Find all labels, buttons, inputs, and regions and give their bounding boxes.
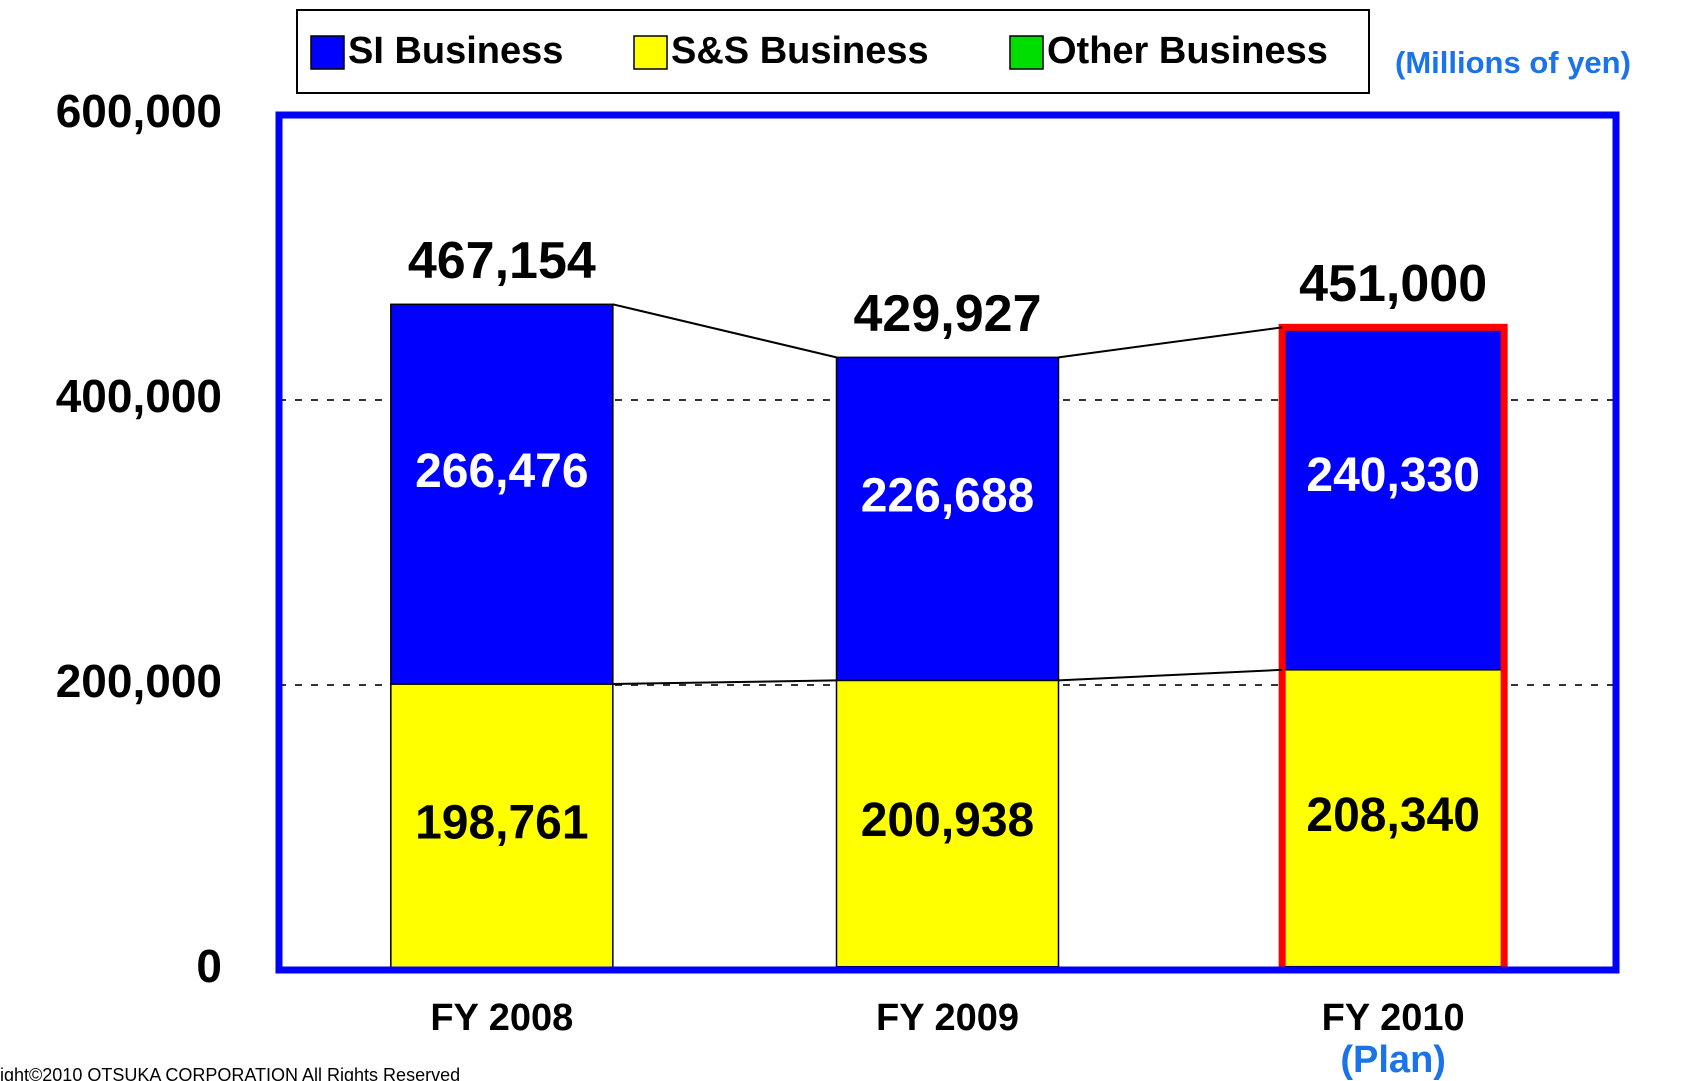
legend-swatch <box>1009 35 1044 70</box>
legend-swatch <box>633 35 668 70</box>
legend-swatch <box>310 35 345 70</box>
value-label: 208,340 <box>1306 789 1480 842</box>
legend-label: Other Business <box>1047 30 1328 72</box>
y-tick-label: 600,000 <box>56 85 222 137</box>
y-tick-label: 200,000 <box>56 655 222 707</box>
x-tick-label: FY 2009 <box>876 997 1019 1039</box>
connector <box>612 679 837 686</box>
total-label: 429,927 <box>854 285 1042 343</box>
unit-label: (Millions of yen) <box>1395 45 1631 80</box>
x-tick-sublabel: (Plan) <box>1340 1039 1446 1081</box>
x-tick-label: FY 2008 <box>430 997 573 1039</box>
legend-label: SI Business <box>348 30 563 72</box>
value-label: 198,761 <box>415 796 589 849</box>
value-label: 200,938 <box>861 794 1035 847</box>
legend-box <box>296 9 1370 94</box>
legend-label: S&S Business <box>671 30 929 72</box>
value-label: 240,330 <box>1306 449 1480 502</box>
bar-segment <box>390 683 614 969</box>
connector <box>612 303 837 359</box>
footer: ight©2010 OTSUKA CORPORATION All Rights … <box>0 1065 460 1081</box>
connector <box>1058 326 1283 359</box>
x-tick-label: FY 2010 <box>1322 997 1465 1039</box>
bar-segment <box>390 303 614 685</box>
connector <box>1058 668 1283 682</box>
total-label: 451,000 <box>1299 255 1487 313</box>
total-label: 467,154 <box>408 232 596 290</box>
y-tick-label: 400,000 <box>56 370 222 422</box>
bar-segment <box>835 679 1060 968</box>
value-label: 266,476 <box>415 445 589 498</box>
value-label: 226,688 <box>861 470 1035 523</box>
bar-segment <box>1281 326 1505 671</box>
y-tick-label: 0 <box>196 940 222 992</box>
plot-frame <box>275 111 1620 974</box>
bar-segment <box>835 356 1060 682</box>
